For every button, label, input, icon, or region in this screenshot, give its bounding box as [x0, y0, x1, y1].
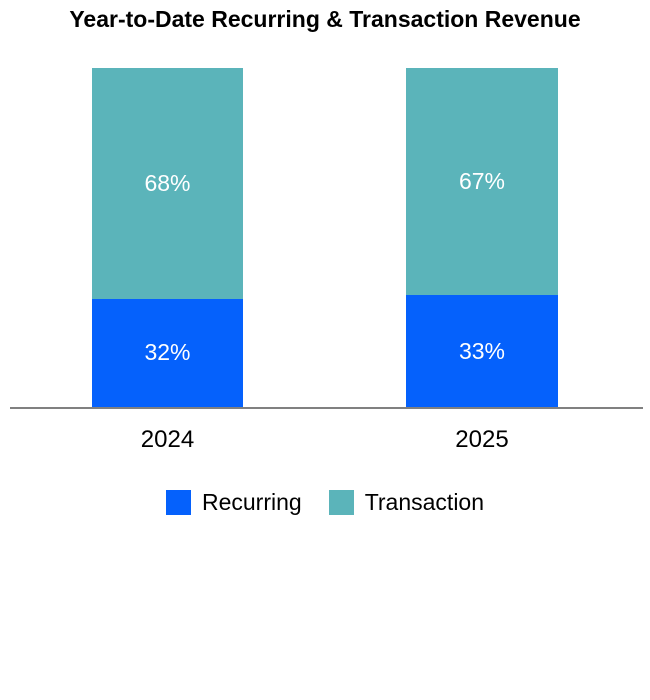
bar-2025: 67% 33%	[406, 68, 558, 407]
bar-segment-recurring-2024: 32%	[92, 298, 243, 407]
bar-2024: 68% 32%	[92, 68, 243, 407]
legend: Recurring Transaction	[0, 489, 650, 516]
chart-title: Year-to-Date Recurring & Transaction Rev…	[69, 6, 581, 32]
legend-swatch-recurring	[165, 490, 191, 515]
bar-segment-transaction-2025: 67%	[406, 68, 558, 296]
segment-value-label: 67%	[458, 168, 506, 195]
segment-value-label: 33%	[458, 337, 506, 364]
legend-item-recurring: Recurring	[165, 489, 302, 516]
x-axis-line	[10, 407, 643, 409]
legend-label-recurring: Recurring	[201, 489, 302, 515]
segment-value-label: 32%	[144, 339, 191, 366]
legend-item-transaction: Transaction	[328, 489, 485, 516]
legend-swatch-transaction	[328, 490, 354, 515]
x-tick-label-2024: 2024	[140, 426, 195, 453]
x-tick-label-2025: 2025	[455, 426, 509, 453]
bar-segment-recurring-2025: 33%	[406, 295, 558, 407]
segment-value-label: 68%	[144, 169, 191, 196]
legend-label-transaction: Transaction	[364, 489, 485, 515]
bar-segment-transaction-2024: 68%	[92, 68, 243, 299]
